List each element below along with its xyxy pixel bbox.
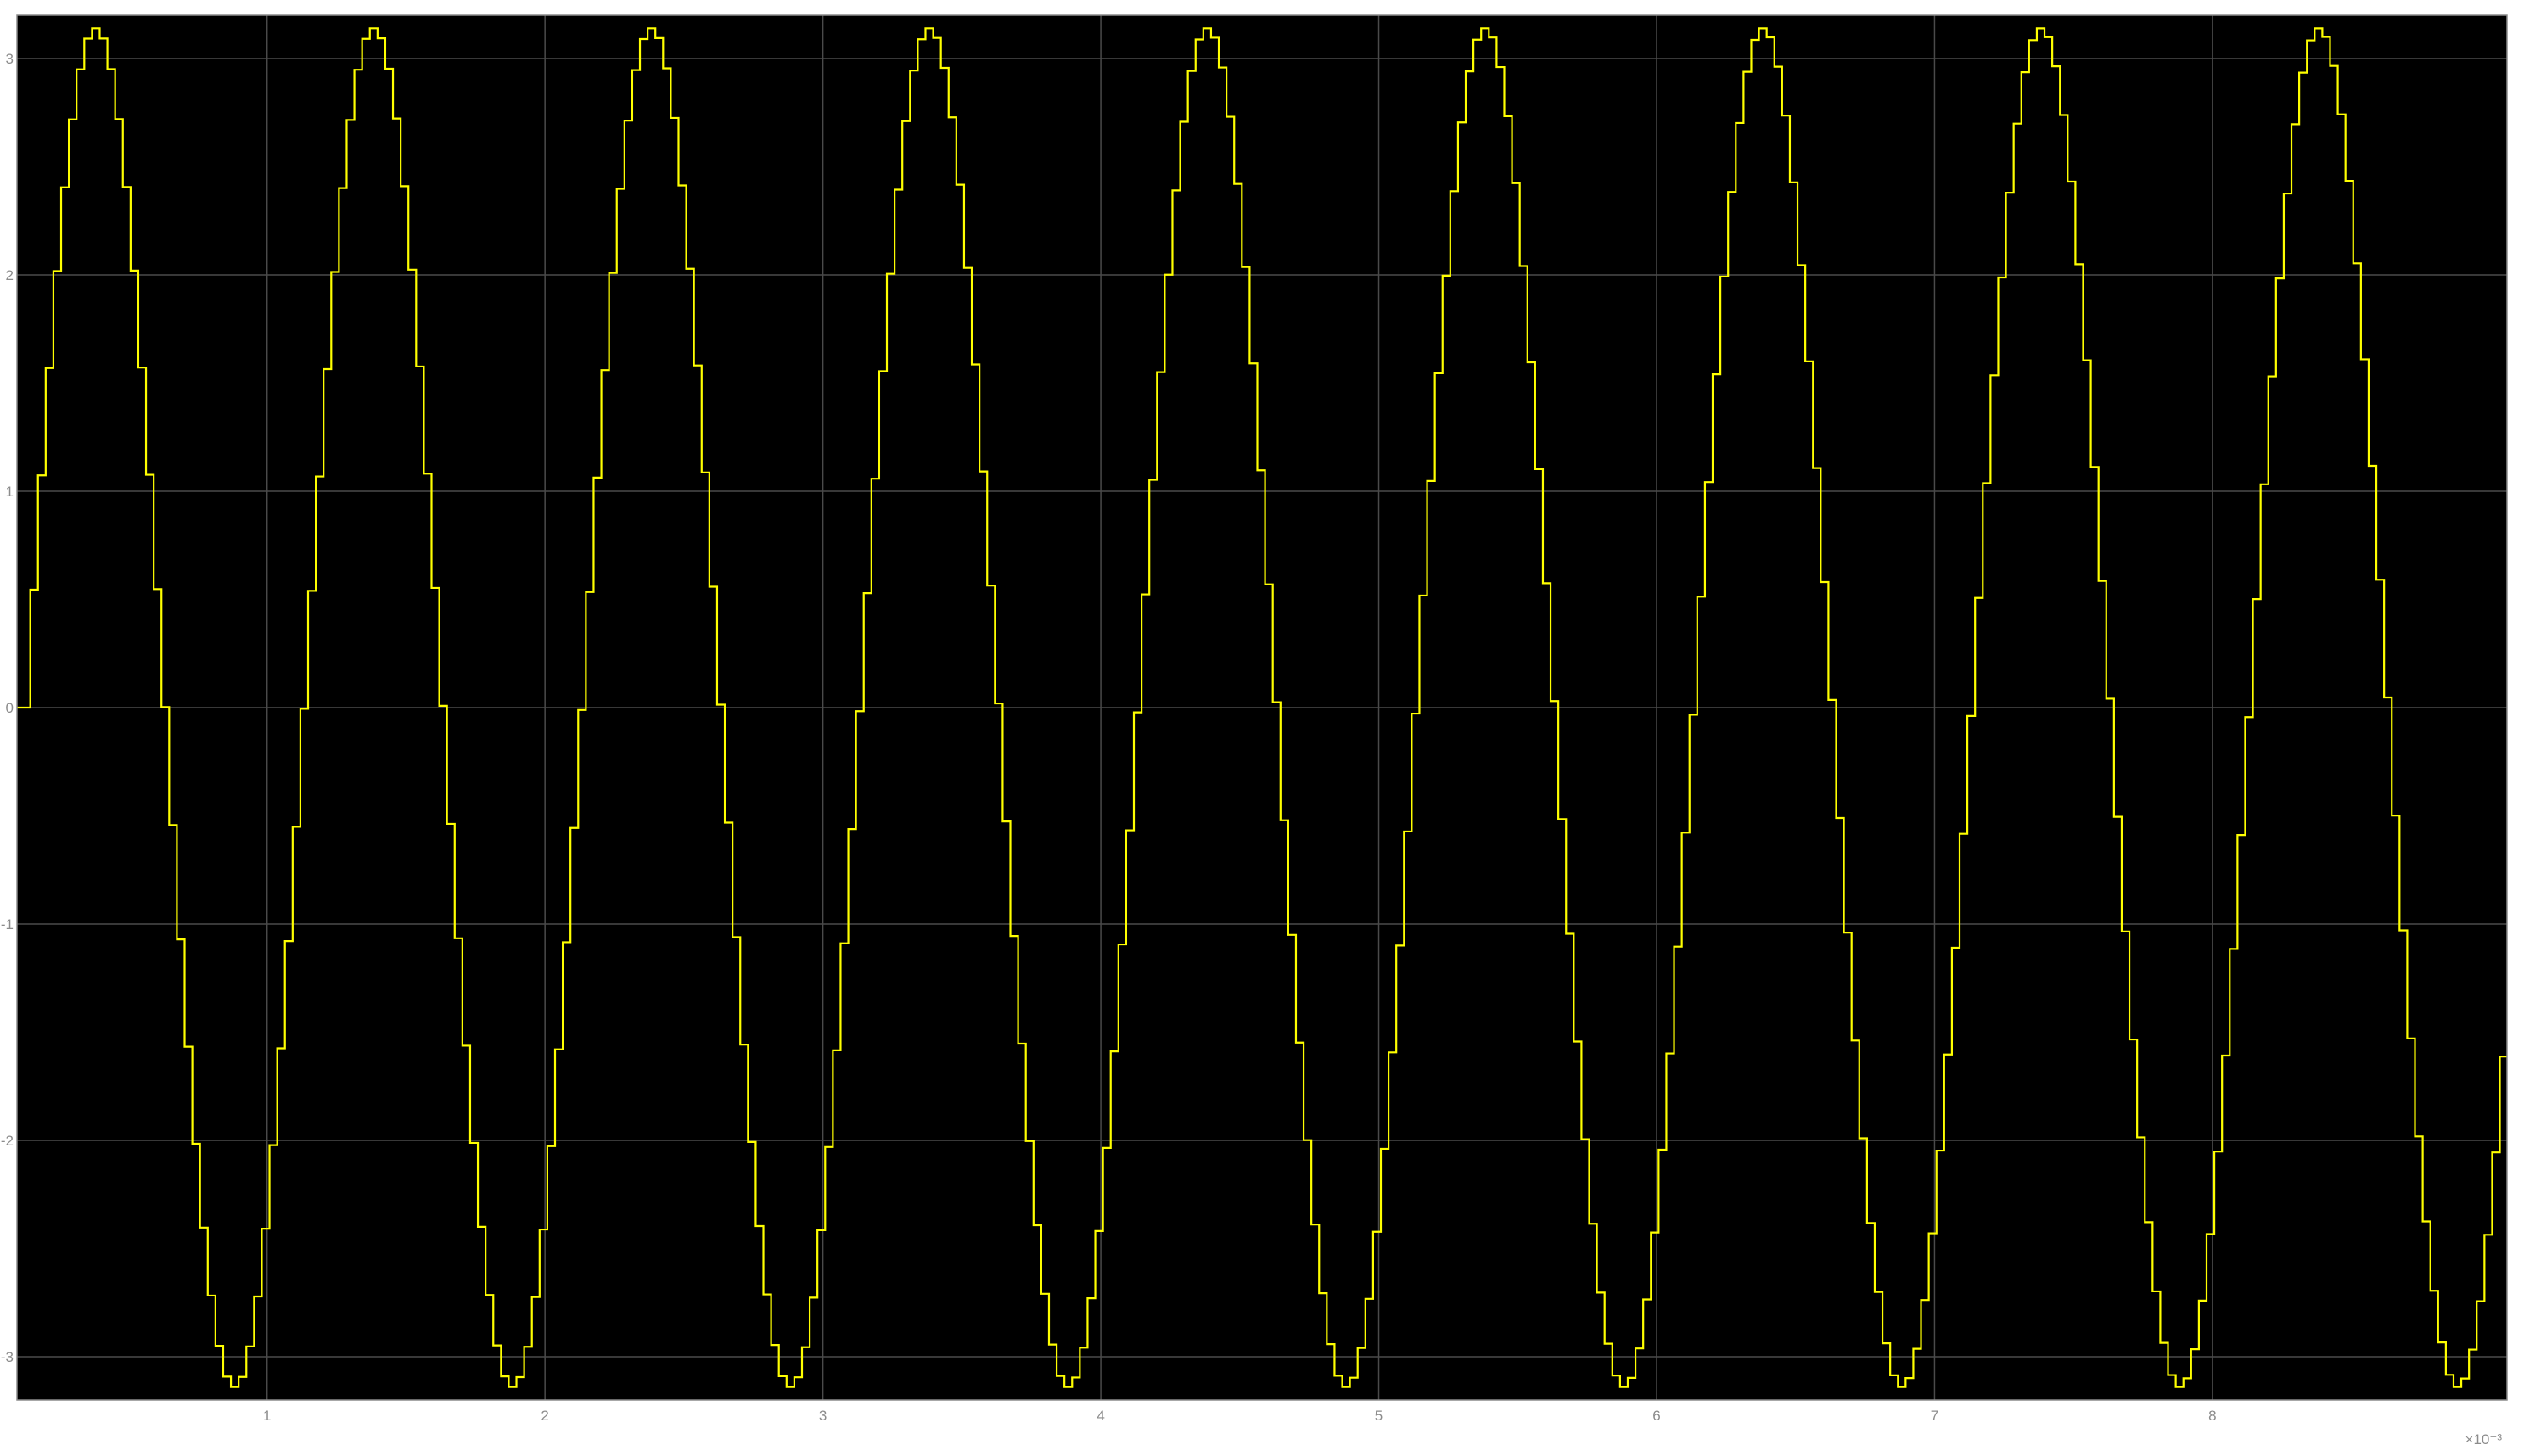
y-tick-label: 0 bbox=[6, 700, 14, 716]
x-tick-label: 6 bbox=[1652, 1408, 1660, 1424]
y-tick-label: 3 bbox=[6, 51, 14, 67]
series-line-1 bbox=[17, 27, 2507, 1388]
y-tick-label: -2 bbox=[1, 1133, 14, 1149]
x-tick-label: 2 bbox=[541, 1408, 548, 1424]
axes-border bbox=[16, 14, 2508, 1401]
x-tick-label: 3 bbox=[819, 1408, 827, 1424]
x-axis-ticks: 1 2 3 4 5 6 7 8 bbox=[263, 1408, 2217, 1424]
x-tick-label: 5 bbox=[1375, 1408, 1383, 1424]
y-axis-ticks: -3 -2 -1 0 1 2 3 bbox=[1, 51, 14, 1365]
x-exponent-label: ×10⁻³ bbox=[2465, 1431, 2503, 1448]
y-tick-label: 1 bbox=[6, 484, 14, 500]
x-tick-label: 4 bbox=[1097, 1408, 1104, 1424]
signal-series bbox=[17, 27, 2507, 1388]
y-tick-label: 2 bbox=[6, 267, 14, 283]
y-tick-label: -3 bbox=[1, 1349, 14, 1365]
x-tick-label: 7 bbox=[1931, 1408, 1938, 1424]
x-tick-label: 8 bbox=[2208, 1408, 2216, 1424]
x-tick-label: 1 bbox=[263, 1408, 271, 1424]
y-tick-label: -1 bbox=[1, 916, 14, 932]
